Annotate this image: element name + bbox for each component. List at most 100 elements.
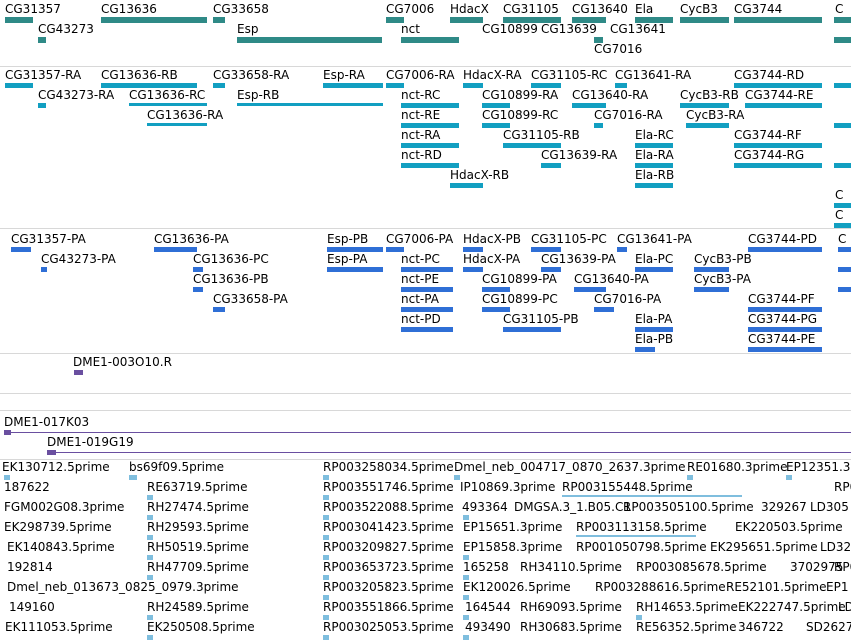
est-marker[interactable] — [129, 475, 137, 480]
transcript-bar[interactable] — [503, 143, 561, 148]
transcript-bar[interactable] — [834, 123, 851, 128]
gene-bar[interactable] — [734, 17, 822, 23]
protein-bar[interactable] — [401, 287, 453, 292]
protein-bar[interactable] — [503, 327, 561, 332]
est-marker[interactable] — [147, 535, 153, 540]
est-marker[interactable] — [463, 615, 469, 620]
est-marker[interactable] — [562, 495, 742, 497]
protein-bar[interactable] — [617, 247, 627, 252]
protein-bar[interactable] — [574, 287, 606, 292]
transcript-bar[interactable] — [680, 103, 729, 108]
protein-bar[interactable] — [213, 307, 225, 312]
est-marker[interactable] — [323, 635, 329, 640]
transcript-bar[interactable] — [401, 103, 459, 108]
est-marker[interactable] — [147, 635, 153, 640]
gene-bar[interactable] — [635, 17, 673, 23]
protein-bar[interactable] — [386, 247, 404, 252]
est-marker[interactable] — [463, 635, 469, 640]
clone-marker[interactable] — [74, 370, 83, 375]
protein-bar[interactable] — [694, 267, 729, 272]
protein-bar[interactable] — [748, 347, 822, 352]
protein-bar[interactable] — [401, 267, 453, 272]
transcript-bar[interactable] — [635, 183, 673, 188]
protein-bar[interactable] — [401, 307, 453, 312]
transcript-bar[interactable] — [401, 143, 459, 148]
gene-bar[interactable] — [594, 37, 603, 43]
est-marker[interactable] — [323, 595, 329, 600]
transcript-bar[interactable] — [482, 123, 510, 128]
transcript-bar[interactable] — [323, 83, 383, 88]
est-marker[interactable] — [4, 475, 10, 480]
protein-bar[interactable] — [463, 267, 483, 272]
transcript-bar[interactable] — [401, 163, 459, 168]
protein-bar[interactable] — [541, 267, 561, 272]
protein-bar[interactable] — [748, 247, 822, 252]
est-marker[interactable] — [323, 535, 329, 540]
clone-span[interactable] — [4, 432, 851, 433]
transcript-bar[interactable] — [686, 123, 729, 128]
gene-bar[interactable] — [834, 37, 851, 43]
est-marker[interactable] — [454, 475, 460, 480]
protein-bar[interactable] — [482, 307, 510, 312]
est-marker[interactable] — [323, 615, 329, 620]
transcript-bar[interactable] — [213, 83, 225, 88]
transcript-bar[interactable] — [38, 103, 46, 108]
est-marker[interactable] — [323, 555, 329, 560]
transcript-bar[interactable] — [237, 103, 383, 106]
est-marker[interactable] — [147, 515, 153, 520]
gene-bar[interactable] — [38, 37, 46, 43]
transcript-bar[interactable] — [594, 123, 603, 128]
gene-bar[interactable] — [450, 17, 483, 23]
est-marker[interactable] — [323, 475, 329, 480]
transcript-bar[interactable] — [635, 163, 673, 168]
transcript-bar[interactable] — [635, 143, 673, 148]
transcript-bar[interactable] — [834, 83, 851, 88]
transcript-bar[interactable] — [450, 183, 483, 188]
protein-bar[interactable] — [463, 247, 483, 252]
clone-span[interactable] — [47, 452, 851, 453]
transcript-bar[interactable] — [147, 123, 207, 126]
transcript-bar[interactable] — [386, 83, 404, 88]
transcript-bar[interactable] — [834, 203, 851, 208]
protein-bar[interactable] — [11, 247, 31, 252]
protein-bar[interactable] — [327, 267, 383, 272]
est-marker[interactable] — [323, 495, 329, 500]
est-marker[interactable] — [786, 475, 792, 480]
est-marker[interactable] — [147, 555, 153, 560]
gene-bar[interactable] — [401, 37, 459, 43]
protein-bar[interactable] — [694, 287, 729, 292]
est-marker[interactable] — [463, 595, 469, 600]
transcript-bar[interactable] — [482, 103, 510, 108]
protein-bar[interactable] — [531, 247, 561, 252]
protein-bar[interactable] — [635, 267, 673, 272]
gene-bar[interactable] — [680, 17, 729, 23]
protein-bar[interactable] — [327, 247, 383, 252]
protein-bar[interactable] — [748, 327, 822, 332]
protein-bar[interactable] — [193, 267, 203, 272]
protein-bar[interactable] — [838, 267, 851, 272]
est-marker[interactable] — [576, 535, 696, 537]
transcript-bar[interactable] — [541, 163, 561, 168]
gene-bar[interactable] — [386, 17, 404, 23]
est-marker[interactable] — [463, 555, 469, 560]
est-marker[interactable] — [463, 515, 469, 520]
est-marker[interactable] — [636, 615, 642, 620]
est-marker[interactable] — [147, 615, 153, 620]
transcript-bar[interactable] — [615, 83, 627, 88]
protein-bar[interactable] — [594, 307, 614, 312]
transcript-bar[interactable] — [734, 83, 822, 88]
transcript-bar[interactable] — [101, 83, 197, 88]
est-marker[interactable] — [147, 495, 153, 500]
gene-bar[interactable] — [503, 17, 561, 23]
transcript-bar[interactable] — [734, 163, 822, 168]
protein-bar[interactable] — [748, 307, 822, 312]
protein-bar[interactable] — [401, 327, 453, 332]
gene-bar[interactable] — [237, 37, 382, 43]
est-marker[interactable] — [323, 515, 329, 520]
protein-bar[interactable] — [482, 287, 510, 292]
protein-bar[interactable] — [838, 287, 851, 292]
gene-bar[interactable] — [834, 17, 851, 23]
est-marker[interactable] — [323, 575, 329, 580]
transcript-bar[interactable] — [572, 103, 606, 108]
protein-bar[interactable] — [838, 247, 851, 252]
